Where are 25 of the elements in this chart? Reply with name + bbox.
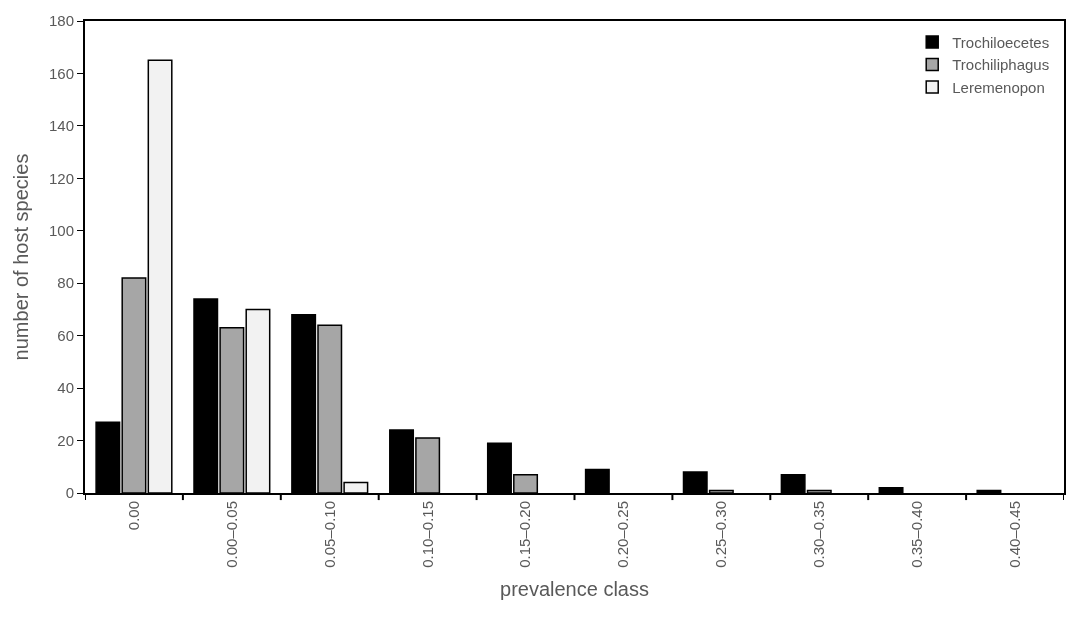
x-tick-label: 0.25–0.30: [712, 501, 730, 568]
x-tick-label: 0.40–0.45: [1005, 501, 1023, 568]
legend-label: Trochiloecetes: [952, 33, 1050, 51]
x-tick-label: 0.00: [124, 501, 142, 531]
y-axis-title: number of host species: [9, 153, 32, 361]
x-tick-label: 0.10–0.15: [418, 501, 436, 568]
y-tick-label: 180: [48, 12, 74, 30]
x-axis-title: prevalence class: [500, 577, 649, 600]
x-tick-label: 0.35–0.40: [908, 501, 926, 568]
x-tick-label: 0.00–0.05: [222, 501, 240, 568]
y-tick-label: 140: [48, 117, 74, 135]
y-tick-label: 80: [57, 274, 74, 292]
x-tick-label: 0.15–0.20: [516, 501, 534, 568]
x-tick-label: 0.05–0.10: [320, 501, 338, 568]
y-tick-label: 120: [48, 169, 74, 187]
y-tick-label: 0: [65, 484, 74, 502]
legend-label: Leremenopon: [952, 78, 1045, 96]
legend-label: Trochiliphagus: [952, 56, 1050, 74]
x-tick-label: 0.20–0.25: [614, 501, 632, 568]
y-tick-label: 20: [57, 431, 74, 449]
y-tick-label: 40: [57, 379, 74, 397]
y-tick-label: 160: [48, 64, 74, 82]
x-tick-label: 0.30–0.35: [810, 501, 828, 568]
y-tick-label: 100: [48, 222, 74, 240]
y-tick-label: 60: [57, 326, 74, 344]
